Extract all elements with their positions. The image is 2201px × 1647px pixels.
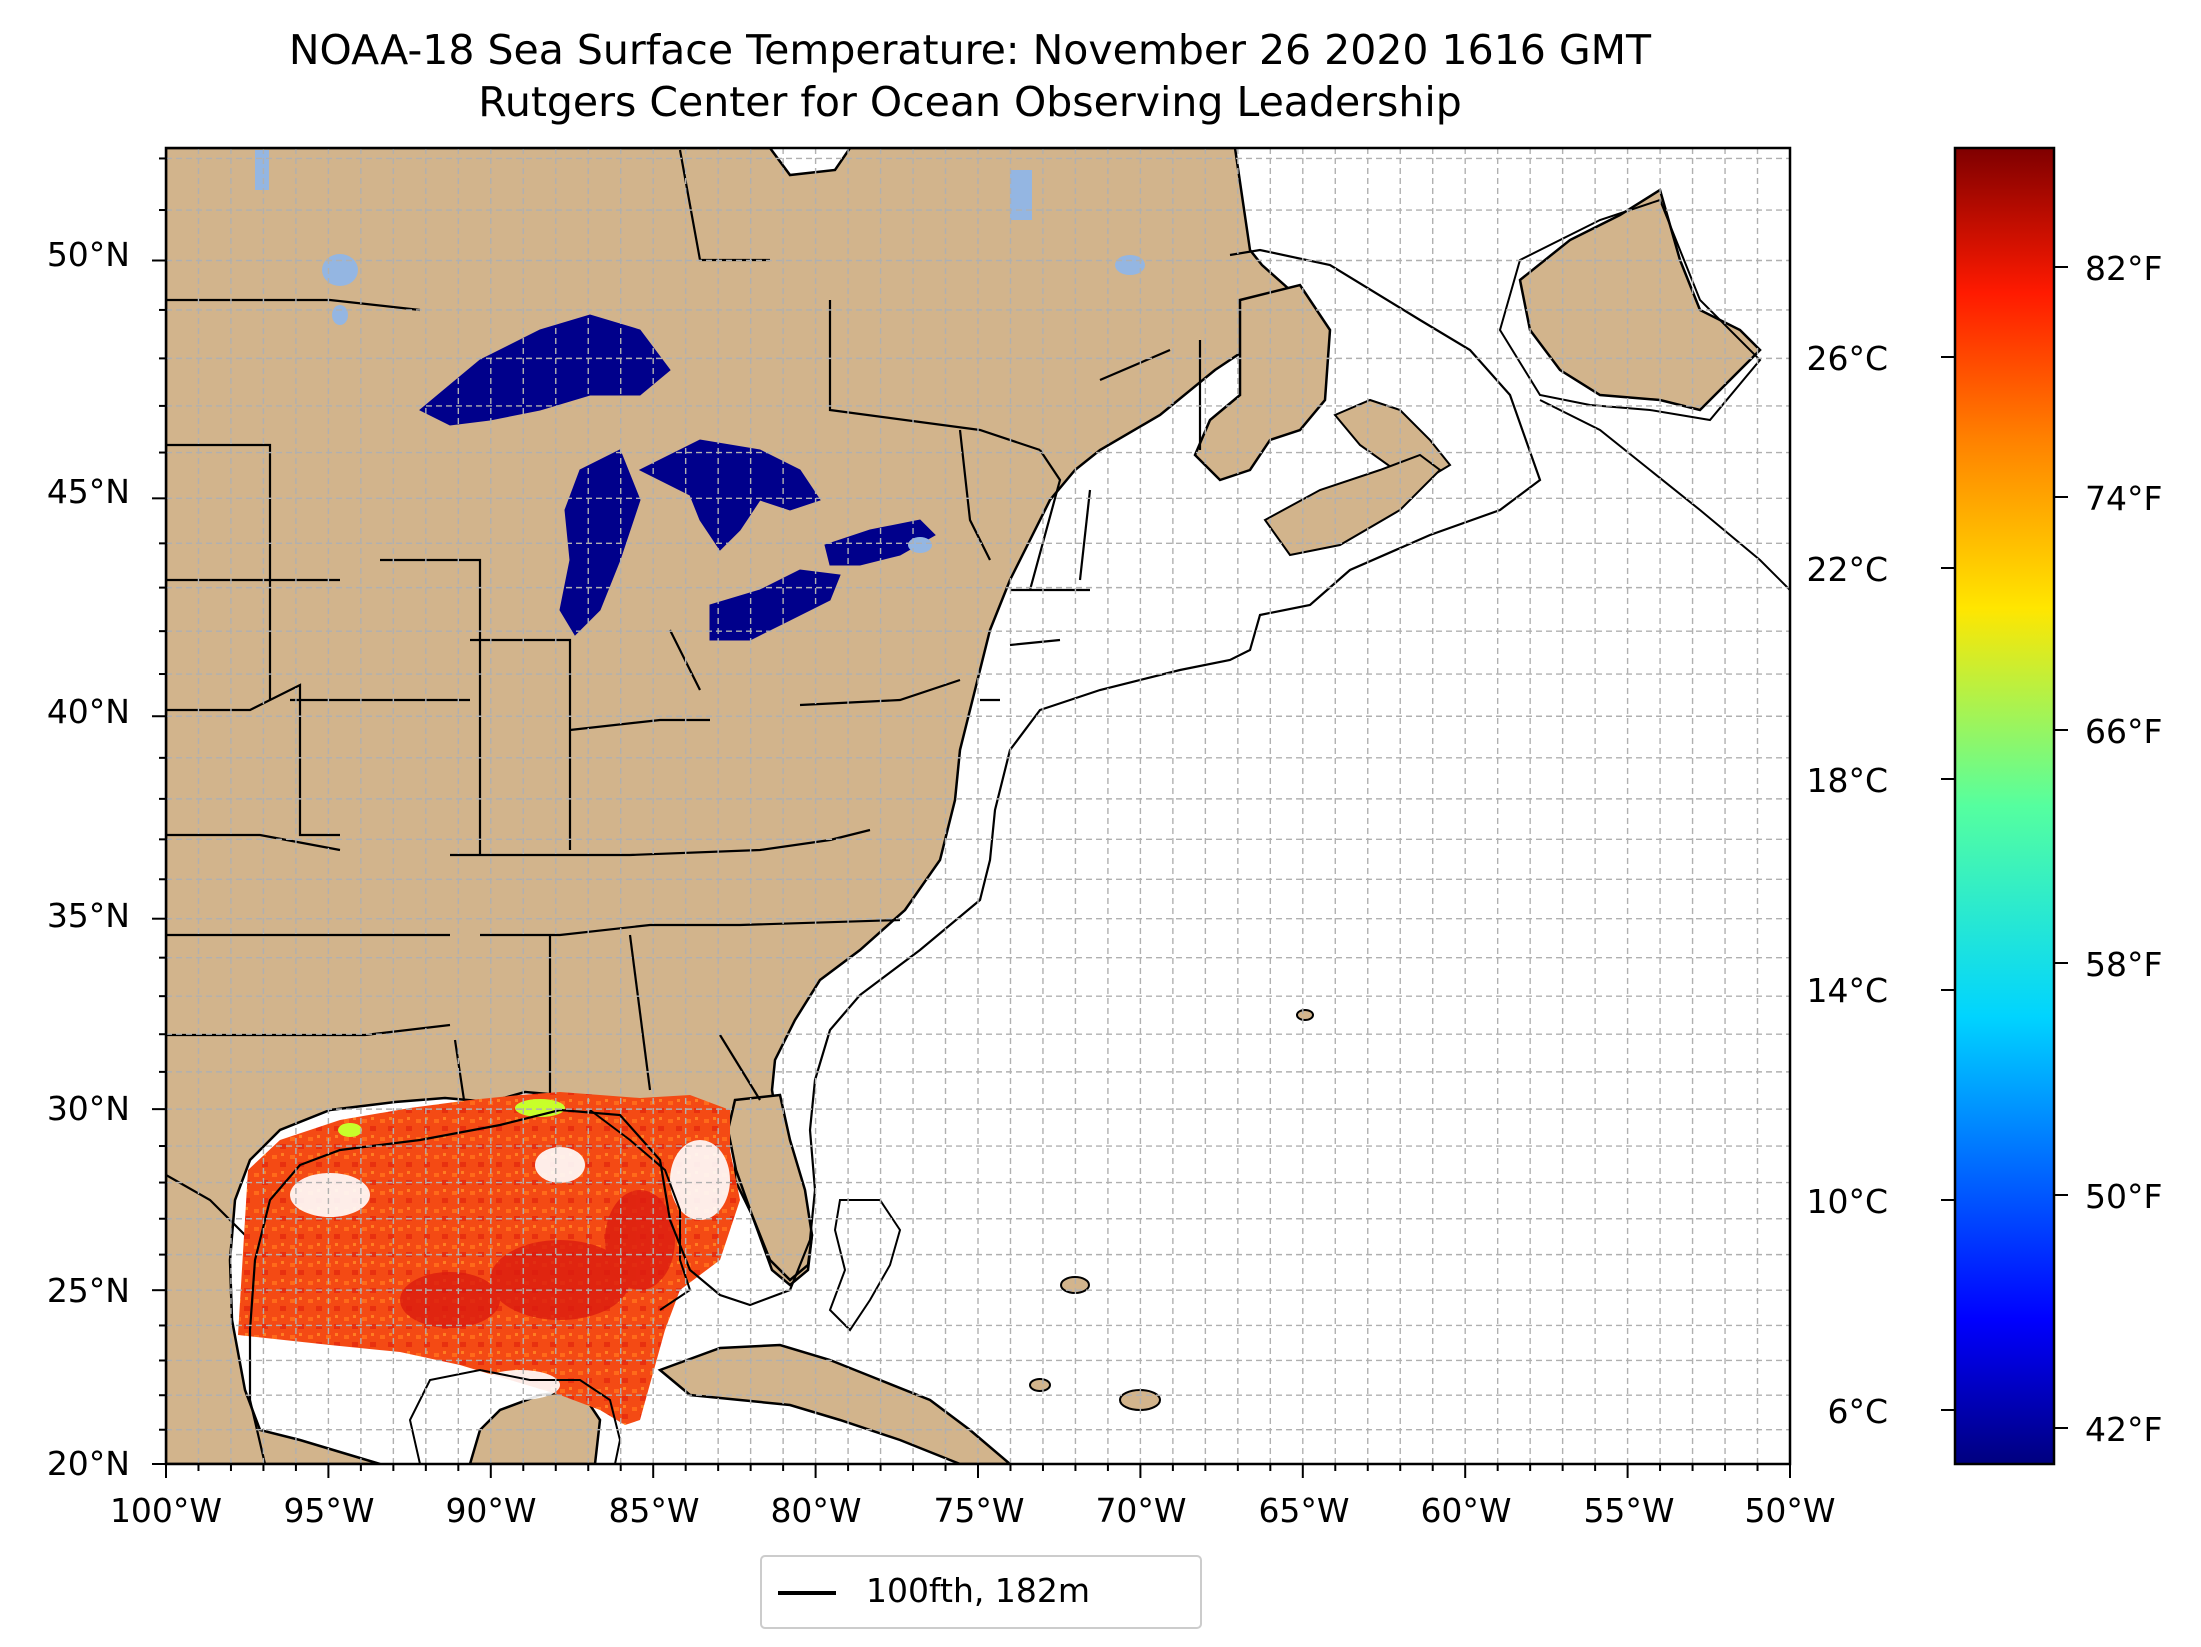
lat-label-50n: 50°N: [46, 235, 130, 274]
colorbar-label-58f: 58°F: [2085, 945, 2163, 984]
state-borders: [166, 149, 1202, 1141]
lon-label-85w: 85°W: [608, 1491, 700, 1530]
legend: 100fth, 182m: [760, 1555, 1202, 1629]
cuba-land: [657, 1343, 1012, 1464]
gulf-sst-swath: [238, 1092, 740, 1425]
colorbar-label-10c: 10°C: [1806, 1182, 1888, 1221]
lon-label-50w: 50°W: [1744, 1491, 1836, 1530]
colorbar-label-18c: 18°C: [1806, 761, 1888, 800]
lat-label-25n: 25°N: [46, 1271, 130, 1310]
lat-label-35n: 35°N: [46, 896, 130, 935]
colorbar-label-42f: 42°F: [2085, 1410, 2163, 1449]
lon-label-90w: 90°W: [445, 1491, 537, 1530]
lon-label-60w: 60°W: [1420, 1491, 1512, 1530]
legend-isobath-line: [778, 1591, 836, 1595]
isobath-100fth: [248, 248, 1542, 1464]
gulf-sst-warm-patches: [400, 1190, 675, 1328]
chart-subtitle: Rutgers Center for Ocean Observing Leade…: [478, 78, 1462, 126]
lon-label-65w: 65°W: [1258, 1491, 1350, 1530]
mexico-border: [166, 1174, 251, 1241]
colorbar-label-6c: 6°C: [1827, 1392, 1888, 1431]
chart-title: NOAA-18 Sea Surface Temperature: Novembe…: [288, 26, 1652, 74]
colorbar-label-22c: 22°C: [1806, 550, 1888, 589]
lat-label-40n: 40°N: [46, 692, 130, 731]
legend-isobath-label: 100fth, 182m: [866, 1571, 1090, 1610]
lon-label-80w: 80°W: [770, 1491, 862, 1530]
colorbar-label-50f: 50°F: [2085, 1177, 2163, 1216]
isobath-100fth-bahamas: [828, 1199, 902, 1332]
colorbar-label-14c: 14°C: [1806, 971, 1888, 1010]
isobath-100fth-grand-banks: [1539, 399, 1790, 591]
newfoundland-land: [1518, 188, 1762, 412]
lat-label-45n: 45°N: [46, 472, 130, 511]
colorbar: [1953, 146, 2056, 1466]
lat-label-30n: 30°N: [46, 1089, 130, 1128]
lon-label-55w: 55°W: [1583, 1491, 1675, 1530]
inland-lakes: [255, 150, 1145, 553]
axis-ticks: [152, 157, 1791, 1478]
florida-land: [726, 1093, 814, 1282]
isobath-100fth-newfoundland: [1498, 198, 1762, 422]
colorbar-label-82f: 82°F: [2085, 249, 2163, 288]
colorbar-label-74f: 74°F: [2085, 479, 2163, 518]
colorbar-ticks: [1941, 266, 2068, 1429]
colorbar-label-66f: 66°F: [2085, 712, 2163, 751]
lon-label-100w: 100°W: [109, 1491, 223, 1530]
graticule: [165, 148, 1791, 1465]
lon-label-70w: 70°W: [1095, 1491, 1187, 1530]
lon-label-75w: 75°W: [933, 1491, 1025, 1530]
nova-scotia-land: [1263, 453, 1442, 557]
lat-label-20n: 20°N: [46, 1444, 130, 1483]
maritimes-land: [1193, 283, 1332, 482]
lon-label-95w: 95°W: [283, 1491, 375, 1530]
colorbar-label-26c: 26°C: [1806, 339, 1888, 378]
isobath-100fth-yucatan: [408, 1368, 622, 1464]
